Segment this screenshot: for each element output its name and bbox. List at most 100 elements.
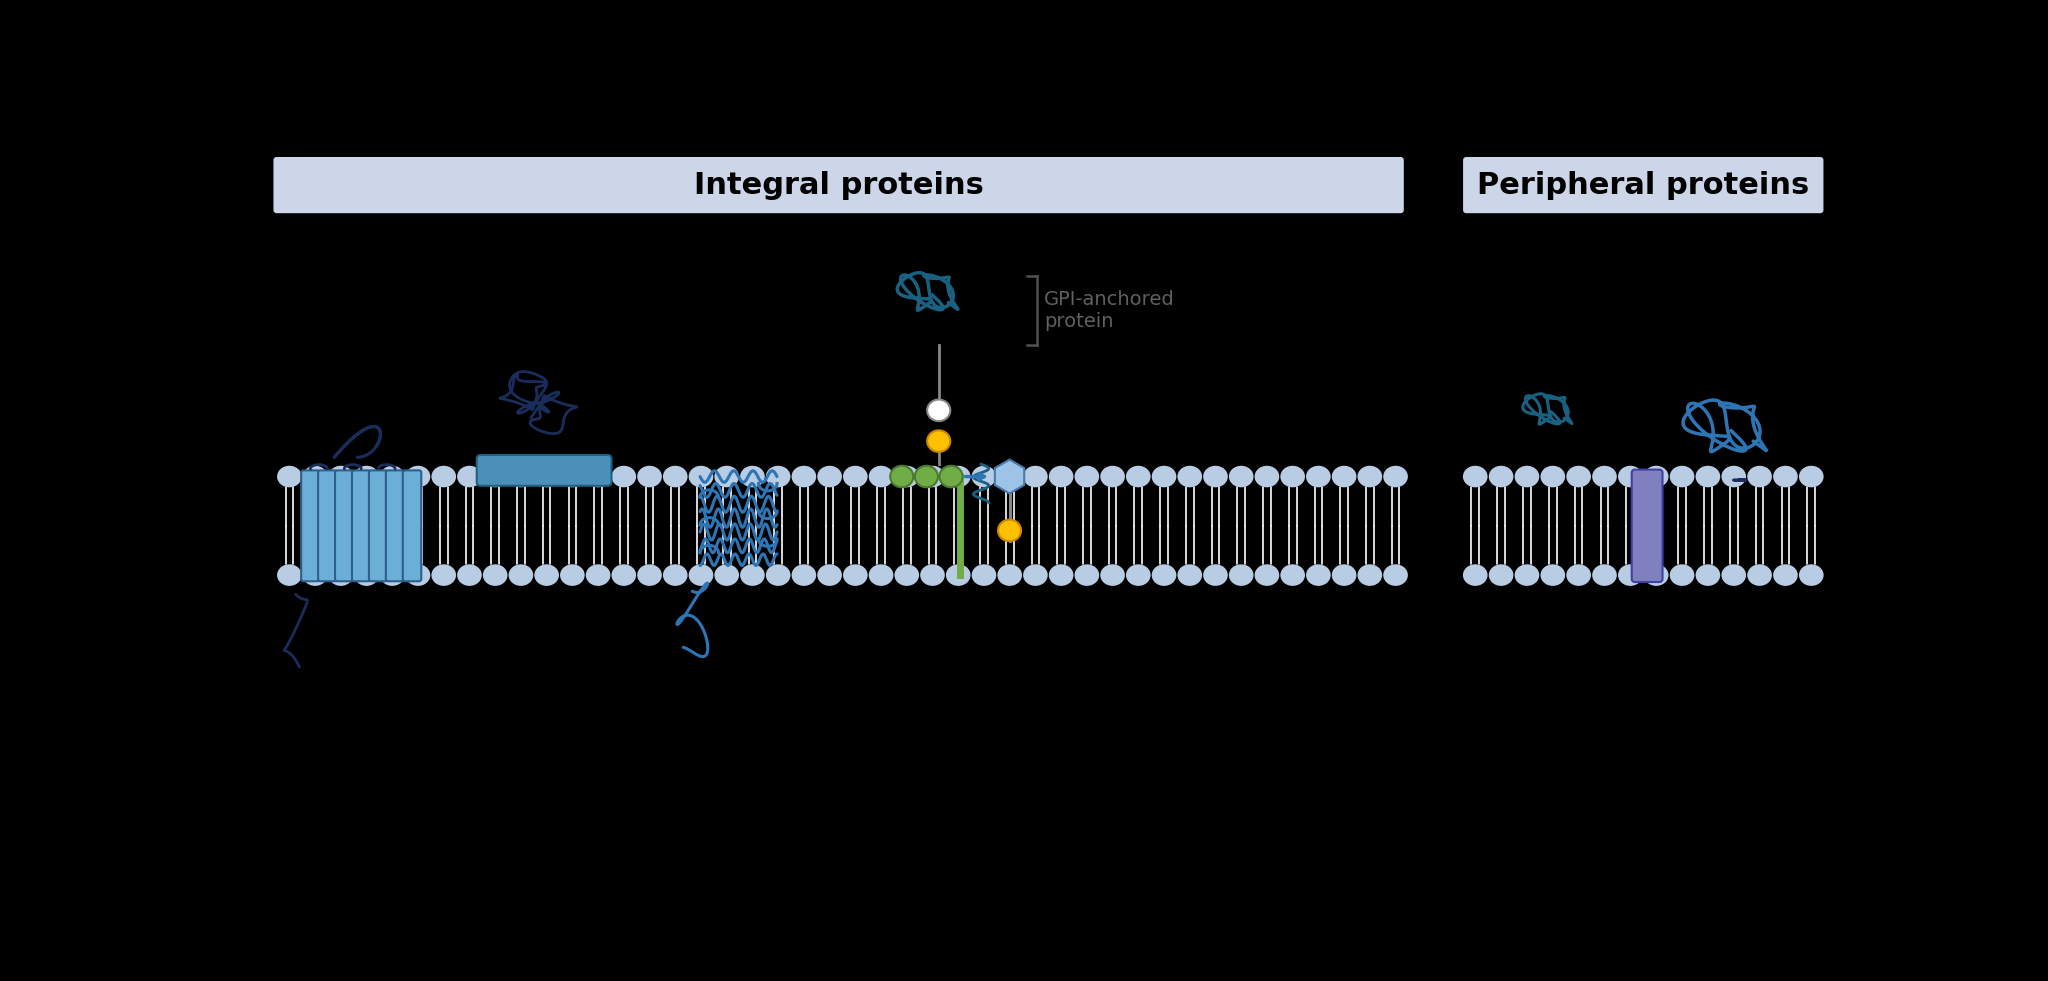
- Ellipse shape: [1075, 466, 1100, 488]
- Ellipse shape: [715, 466, 739, 488]
- Ellipse shape: [1382, 564, 1407, 586]
- Ellipse shape: [483, 466, 508, 488]
- Ellipse shape: [739, 466, 764, 488]
- Ellipse shape: [1696, 564, 1720, 586]
- Ellipse shape: [535, 466, 559, 488]
- Ellipse shape: [1618, 564, 1642, 586]
- Text: Peripheral proteins: Peripheral proteins: [1477, 171, 1808, 200]
- Ellipse shape: [1489, 466, 1513, 488]
- Ellipse shape: [457, 564, 481, 586]
- Ellipse shape: [1645, 466, 1669, 488]
- Text: Lipid-anchored: Lipid-anchored: [1087, 722, 1241, 743]
- Ellipse shape: [688, 466, 713, 488]
- Ellipse shape: [946, 564, 971, 586]
- Ellipse shape: [381, 466, 406, 488]
- Text: membrane-associated: membrane-associated: [473, 746, 707, 765]
- Ellipse shape: [637, 564, 662, 586]
- Ellipse shape: [1462, 466, 1487, 488]
- Ellipse shape: [1075, 564, 1100, 586]
- Ellipse shape: [1307, 564, 1331, 586]
- FancyBboxPatch shape: [336, 470, 354, 582]
- Ellipse shape: [928, 431, 950, 452]
- Ellipse shape: [303, 564, 328, 586]
- Ellipse shape: [637, 466, 662, 488]
- FancyBboxPatch shape: [385, 470, 403, 582]
- Ellipse shape: [1696, 466, 1720, 488]
- Ellipse shape: [1229, 564, 1253, 586]
- Ellipse shape: [766, 564, 791, 586]
- Ellipse shape: [1100, 564, 1124, 586]
- Ellipse shape: [432, 564, 457, 586]
- Ellipse shape: [586, 564, 610, 586]
- Ellipse shape: [1540, 564, 1565, 586]
- FancyBboxPatch shape: [369, 470, 387, 582]
- Ellipse shape: [276, 466, 301, 488]
- Bar: [1462, 482, 1825, 570]
- Ellipse shape: [766, 466, 791, 488]
- Ellipse shape: [940, 466, 963, 488]
- Ellipse shape: [1024, 466, 1049, 488]
- Ellipse shape: [508, 564, 532, 586]
- Ellipse shape: [793, 564, 817, 586]
- Ellipse shape: [844, 564, 868, 586]
- Ellipse shape: [535, 564, 559, 586]
- Ellipse shape: [381, 564, 406, 586]
- Ellipse shape: [483, 564, 508, 586]
- Ellipse shape: [891, 466, 913, 488]
- Ellipse shape: [1331, 466, 1356, 488]
- FancyBboxPatch shape: [317, 470, 336, 582]
- Ellipse shape: [971, 466, 995, 488]
- Ellipse shape: [1591, 466, 1616, 488]
- Ellipse shape: [868, 564, 893, 586]
- Ellipse shape: [612, 564, 637, 586]
- Ellipse shape: [1307, 466, 1331, 488]
- Ellipse shape: [1049, 564, 1073, 586]
- Ellipse shape: [1722, 564, 1747, 586]
- Ellipse shape: [946, 466, 971, 488]
- Ellipse shape: [1747, 564, 1772, 586]
- Ellipse shape: [406, 564, 430, 586]
- Ellipse shape: [1722, 466, 1747, 488]
- Ellipse shape: [793, 466, 817, 488]
- Ellipse shape: [1151, 466, 1176, 488]
- Ellipse shape: [1516, 466, 1540, 488]
- Ellipse shape: [1358, 466, 1382, 488]
- Ellipse shape: [915, 466, 938, 488]
- Ellipse shape: [1618, 466, 1642, 488]
- Ellipse shape: [354, 466, 379, 488]
- FancyBboxPatch shape: [477, 455, 612, 486]
- Ellipse shape: [1280, 564, 1305, 586]
- Ellipse shape: [1645, 564, 1669, 586]
- Ellipse shape: [1540, 466, 1565, 488]
- Ellipse shape: [844, 466, 868, 488]
- Polygon shape: [995, 460, 1024, 493]
- Ellipse shape: [276, 564, 301, 586]
- Ellipse shape: [1774, 564, 1798, 586]
- Ellipse shape: [328, 466, 352, 488]
- Ellipse shape: [1669, 466, 1694, 488]
- Ellipse shape: [1331, 564, 1356, 586]
- Ellipse shape: [997, 564, 1022, 586]
- Ellipse shape: [406, 466, 430, 488]
- Ellipse shape: [432, 466, 457, 488]
- Ellipse shape: [1024, 564, 1049, 586]
- Ellipse shape: [1567, 466, 1591, 488]
- Ellipse shape: [1178, 564, 1202, 586]
- Ellipse shape: [715, 564, 739, 586]
- Ellipse shape: [1382, 466, 1407, 488]
- Text: GPI-anchored
protein: GPI-anchored protein: [1044, 289, 1176, 331]
- Ellipse shape: [920, 466, 944, 488]
- Bar: [276, 482, 1409, 570]
- Ellipse shape: [1669, 564, 1694, 586]
- Ellipse shape: [1229, 466, 1253, 488]
- Ellipse shape: [664, 466, 688, 488]
- Ellipse shape: [1591, 564, 1616, 586]
- Ellipse shape: [1255, 466, 1280, 488]
- Ellipse shape: [928, 399, 950, 421]
- Ellipse shape: [1567, 564, 1591, 586]
- Ellipse shape: [1798, 466, 1823, 488]
- Ellipse shape: [868, 466, 893, 488]
- Ellipse shape: [1126, 564, 1151, 586]
- FancyBboxPatch shape: [403, 470, 422, 582]
- Text: Integral proteins: Integral proteins: [694, 171, 983, 200]
